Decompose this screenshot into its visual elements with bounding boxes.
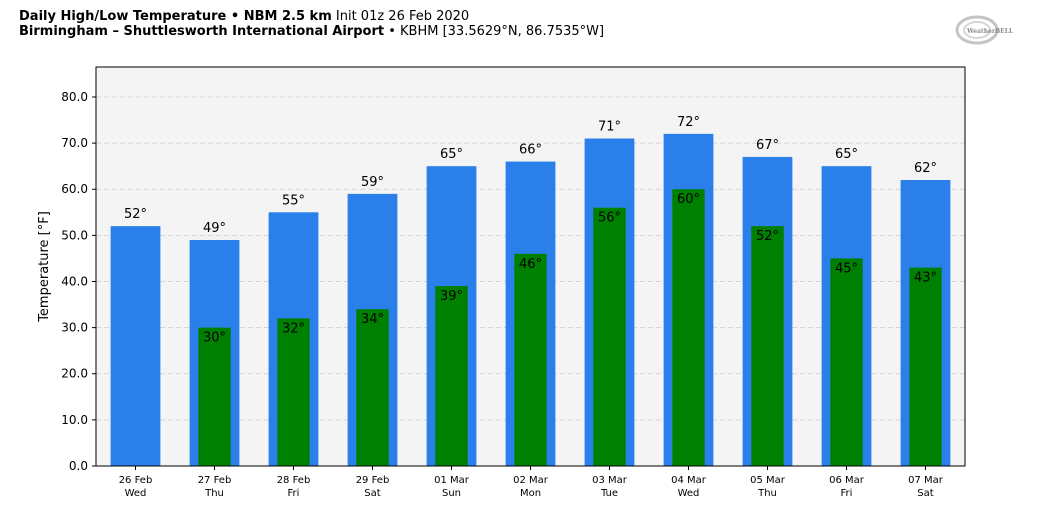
high-temp-label: 49° [203, 221, 226, 236]
low-temp-bar [277, 318, 310, 466]
bar-series: 52° 30° 49° 32° 55° 34° 59° 39° 65° 46° 66° 56° 71° 6… [110, 115, 951, 467]
low-temp-label: 34° [361, 312, 384, 327]
y-tick-label: 10.0 [61, 413, 88, 427]
x-tick-date: 26 Feb [119, 475, 153, 486]
high-temp-label: 59° [361, 175, 384, 190]
y-tick-label: 20.0 [61, 367, 88, 381]
x-tick-day: Sat [917, 488, 933, 499]
low-temp-bar [198, 327, 231, 466]
chart-title-block: Daily High/Low Temperature • NBM 2.5 km … [19, 9, 604, 39]
x-tick-day: Sun [442, 488, 461, 499]
x-tick-date: 29 Feb [356, 475, 390, 486]
low-temp-label: 39° [440, 289, 463, 304]
x-tick-day: Wed [125, 488, 147, 499]
low-temp-label: 30° [203, 331, 226, 346]
high-temp-label: 65° [835, 147, 858, 162]
x-tick-day: Wed [678, 488, 700, 499]
low-temp-bar [909, 267, 942, 466]
x-tick-date: 05 Mar [750, 475, 786, 486]
high-temp-label: 71° [598, 119, 621, 134]
low-temp-bar [435, 286, 468, 466]
x-axis: 26 Feb Wed 27 Feb Thu 28 Feb Fri 29 Feb Sat 01 M… [119, 466, 944, 499]
x-tick-date: 06 Mar [829, 475, 865, 486]
low-temp-label: 32° [282, 321, 305, 336]
low-temp-bar [830, 258, 863, 466]
y-tick-label: 50.0 [61, 228, 88, 242]
y-tick-label: 40.0 [61, 274, 88, 288]
x-tick-date: 03 Mar [592, 475, 628, 486]
x-tick-day: Fri [841, 488, 853, 499]
x-tick-day: Mon [520, 488, 541, 499]
x-tick-day: Thu [757, 488, 777, 499]
chart-title-line1: Daily High/Low Temperature • NBM 2.5 km … [19, 9, 604, 24]
low-temp-bar [356, 309, 389, 466]
high-temp-label: 55° [282, 193, 305, 208]
x-tick-day: Tue [600, 488, 618, 499]
y-tick-label: 70.0 [61, 136, 88, 150]
high-temp-bar [110, 226, 161, 466]
high-temp-label: 65° [440, 147, 463, 162]
x-tick-date: 02 Mar [513, 475, 549, 486]
low-temp-bar [514, 253, 547, 466]
weatherbell-logo: WeatherBELL [955, 15, 1014, 45]
x-tick-day: Sat [364, 488, 380, 499]
x-tick-date: 04 Mar [671, 475, 707, 486]
low-temp-label: 45° [835, 261, 858, 276]
low-temp-bar [593, 207, 626, 466]
logo-text: WeatherBELL [966, 28, 1014, 35]
y-axis: 0.0 10.0 20.0 30.0 40.0 50.0 60.0 70.0 80.0 [61, 90, 96, 473]
low-temp-label: 46° [519, 257, 542, 272]
x-tick-date: 07 Mar [908, 475, 944, 486]
high-temp-label: 66° [519, 143, 542, 158]
x-tick-day: Fri [288, 488, 300, 499]
high-temp-label: 67° [756, 138, 779, 153]
chart-title-line2: Birmingham – Shuttlesworth International… [19, 24, 604, 39]
x-tick-date: 28 Feb [277, 475, 311, 486]
x-tick-date: 01 Mar [434, 475, 470, 486]
chart-title: Daily High/Low Temperature • NBM 2.5 km [19, 9, 332, 24]
y-tick-label: 0.0 [69, 459, 88, 473]
high-temp-label: 72° [677, 115, 700, 130]
low-temp-label: 56° [598, 211, 621, 226]
station-name: Birmingham – Shuttlesworth International… [19, 24, 385, 39]
low-temp-label: 60° [677, 192, 700, 207]
y-tick-label: 30.0 [61, 321, 88, 335]
y-tick-label: 60.0 [61, 182, 88, 196]
x-tick-date: 27 Feb [198, 475, 232, 486]
station-coords: • KBHM [33.5629°N, 86.7535°W] [384, 24, 605, 39]
high-temp-label: 62° [914, 161, 937, 176]
y-axis-label: Temperature [°F] [37, 211, 52, 323]
high-temp-label: 52° [124, 207, 147, 222]
low-temp-bar [672, 189, 705, 466]
init-time: Init 01z 26 Feb 2020 [331, 9, 470, 24]
y-tick-label: 80.0 [61, 90, 88, 104]
x-tick-day: Thu [204, 488, 224, 499]
low-temp-bar [751, 226, 784, 466]
low-temp-label: 52° [756, 229, 779, 244]
low-temp-label: 43° [914, 271, 937, 286]
